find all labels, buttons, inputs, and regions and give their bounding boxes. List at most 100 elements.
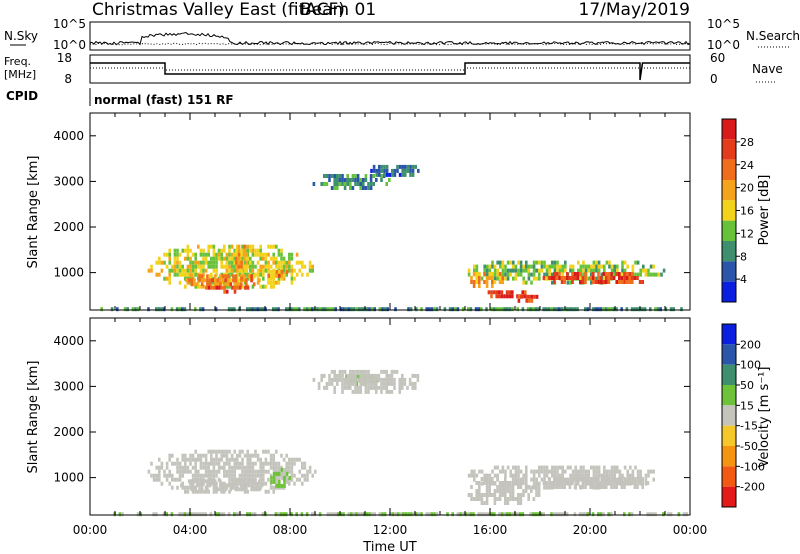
y-tick-label: 2000	[53, 220, 84, 234]
data-cell	[184, 489, 187, 494]
data-cell	[501, 469, 505, 474]
data-cell	[234, 282, 238, 287]
data-cell	[615, 485, 618, 489]
data-cell	[644, 268, 648, 273]
cpid-text: normal (fast) 151 RF	[94, 93, 234, 107]
data-cell	[157, 307, 161, 312]
data-cell	[198, 483, 201, 488]
x-tick-label: 08:00	[273, 523, 308, 537]
data-cell	[328, 178, 331, 182]
data-cell	[208, 282, 212, 287]
data-cell	[252, 274, 256, 279]
data-cell	[237, 264, 241, 269]
data-cell	[647, 272, 650, 277]
data-cell	[472, 512, 475, 517]
data-cell	[215, 449, 218, 454]
data-cell	[241, 473, 244, 478]
data-cell	[558, 481, 561, 485]
data-cell	[359, 377, 362, 382]
data-cell	[219, 282, 222, 287]
data-cell	[223, 473, 226, 478]
data-cell	[267, 273, 271, 278]
data-cell	[525, 260, 528, 265]
data-cell	[216, 487, 220, 492]
data-cell	[338, 182, 342, 186]
data-cell	[330, 377, 334, 382]
data-cell	[404, 168, 407, 173]
data-cell	[360, 512, 363, 517]
data-cell	[168, 481, 171, 486]
data-cell	[341, 178, 344, 182]
data-cell	[496, 276, 499, 281]
data-cell	[216, 282, 220, 287]
data-cell	[176, 248, 179, 253]
data-cell	[178, 473, 182, 478]
data-cell	[491, 272, 494, 276]
data-cell	[259, 264, 262, 269]
data-cell	[226, 274, 230, 279]
data-cell	[223, 285, 226, 290]
data-cell	[597, 481, 600, 485]
data-cell	[336, 377, 339, 382]
data-cell	[221, 483, 225, 488]
data-cell	[233, 264, 236, 269]
data-cell	[573, 477, 577, 481]
data-cell	[506, 501, 510, 505]
data-cell	[191, 260, 195, 265]
data-cell	[491, 469, 494, 474]
data-cell	[242, 252, 246, 257]
data-cell	[416, 377, 420, 382]
data-cell	[372, 174, 375, 178]
data-cell	[194, 264, 197, 269]
data-cell	[433, 512, 436, 517]
data-cell	[390, 369, 394, 374]
data-cell	[290, 477, 294, 482]
data-cell	[176, 469, 179, 474]
data-cell	[393, 381, 396, 386]
data-cell	[150, 268, 153, 273]
data-cell	[545, 268, 549, 273]
data-cell	[223, 244, 226, 249]
data-cell	[220, 449, 223, 454]
data-cell	[396, 164, 399, 169]
colorbar-tick-label: -200	[740, 481, 765, 494]
colorbar-segment	[722, 220, 736, 241]
colorbar-tick-label: 20	[740, 182, 754, 195]
colorbar-segment	[722, 425, 736, 446]
data-cell	[210, 469, 213, 474]
data-cell	[569, 477, 572, 482]
data-cell	[282, 512, 285, 517]
data-cell	[498, 294, 501, 299]
data-cell	[517, 477, 520, 482]
data-cell	[254, 473, 257, 478]
data-cell	[631, 276, 634, 280]
data-cell	[215, 256, 218, 261]
data-cell	[301, 264, 304, 269]
data-cell	[356, 178, 360, 182]
data-cell	[251, 244, 255, 249]
data-cell	[603, 473, 606, 478]
data-cell	[250, 274, 253, 279]
data-cell	[368, 512, 371, 517]
data-cell	[530, 489, 533, 493]
data-cell	[491, 276, 494, 280]
data-cell	[390, 377, 394, 382]
data-cell	[525, 473, 528, 478]
data-cell	[290, 280, 294, 285]
data-cell	[176, 264, 179, 269]
data-cell	[238, 473, 242, 478]
data-cell	[414, 381, 417, 386]
data-cell	[600, 473, 603, 478]
colorbar-segment	[722, 119, 736, 140]
data-cell	[256, 457, 260, 462]
data-cell	[600, 272, 603, 277]
nave-trace	[90, 67, 690, 71]
data-cell	[346, 377, 349, 382]
data-cell	[411, 381, 414, 386]
data-cell	[190, 487, 194, 492]
data-cell	[682, 512, 686, 517]
data-cell	[638, 477, 642, 481]
data-cell	[378, 307, 382, 312]
data-cell	[237, 260, 241, 265]
data-cell	[239, 274, 243, 279]
